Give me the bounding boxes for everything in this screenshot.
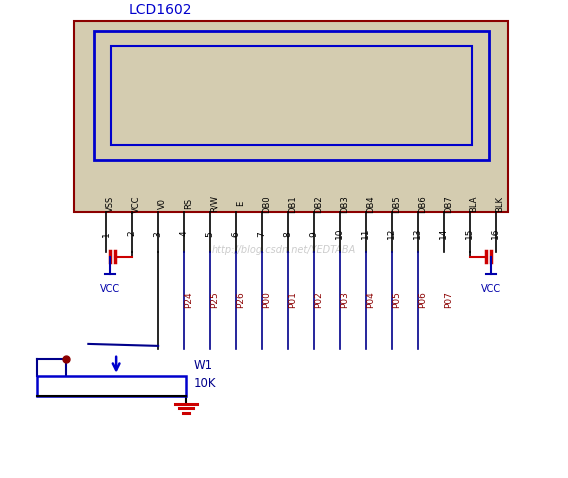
Text: E: E: [236, 201, 245, 206]
Text: P24: P24: [184, 291, 193, 308]
Text: DB2: DB2: [314, 195, 323, 213]
Text: P05: P05: [392, 291, 401, 308]
Text: 10K: 10K: [194, 377, 216, 390]
Text: 1: 1: [102, 231, 111, 237]
Text: 4: 4: [179, 231, 189, 237]
Text: VCC: VCC: [100, 284, 120, 294]
Text: 2: 2: [128, 231, 137, 237]
Text: P00: P00: [262, 291, 271, 308]
Text: 5: 5: [206, 231, 215, 237]
Text: P03: P03: [340, 291, 349, 308]
Text: 10: 10: [335, 228, 344, 239]
Text: V0: V0: [158, 198, 167, 209]
Text: W1: W1: [194, 359, 213, 372]
Text: VCC: VCC: [132, 195, 141, 213]
Text: RS: RS: [184, 198, 193, 209]
Text: DB0: DB0: [262, 195, 271, 213]
Text: 7: 7: [257, 231, 266, 237]
Text: P06: P06: [417, 291, 427, 308]
Text: 15: 15: [465, 228, 474, 239]
Bar: [74, 21, 508, 212]
Text: P26: P26: [236, 291, 245, 308]
Text: 13: 13: [413, 228, 422, 239]
Text: P02: P02: [314, 291, 323, 308]
Text: 12: 12: [387, 228, 396, 239]
Text: DB5: DB5: [392, 195, 401, 213]
Text: 6: 6: [232, 231, 240, 237]
Text: R/W: R/W: [210, 196, 219, 212]
Text: BLA: BLA: [470, 196, 479, 212]
Text: BLK: BLK: [495, 196, 504, 212]
Bar: [94, 31, 488, 160]
Text: DB3: DB3: [340, 195, 349, 213]
Text: DB4: DB4: [366, 195, 375, 213]
Text: P25: P25: [210, 291, 219, 308]
Text: VCC: VCC: [482, 284, 502, 294]
Bar: [37, 376, 186, 396]
Text: 3: 3: [153, 231, 162, 237]
Text: P07: P07: [444, 291, 453, 308]
Text: DB1: DB1: [288, 195, 297, 213]
Text: P04: P04: [366, 291, 375, 308]
Text: 9: 9: [310, 231, 319, 237]
Text: P01: P01: [288, 291, 297, 308]
Text: 14: 14: [439, 228, 448, 239]
Text: LCD1602: LCD1602: [129, 3, 193, 17]
Text: 11: 11: [361, 228, 370, 239]
Text: DB7: DB7: [444, 195, 453, 213]
Text: 8: 8: [283, 231, 293, 237]
Text: VSS: VSS: [106, 196, 115, 212]
Text: http://blog.csdn.net/YEDTABA: http://blog.csdn.net/YEDTABA: [212, 245, 356, 255]
Text: 16: 16: [491, 228, 500, 239]
Bar: [111, 46, 472, 145]
Text: DB6: DB6: [417, 195, 427, 213]
